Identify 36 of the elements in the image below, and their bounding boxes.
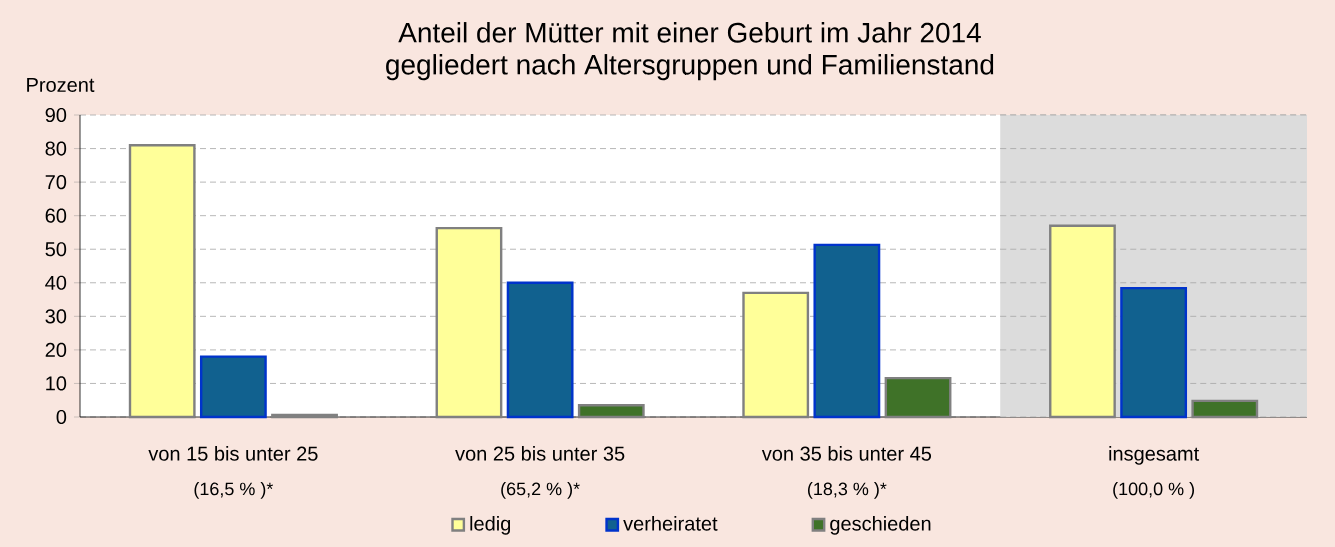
bar [128,144,196,419]
y-tick-label: 20 [45,342,67,357]
legend-label: geschieden [830,516,931,535]
bar [742,291,810,419]
x-tick-label: von 15 bis unter 25 [148,446,318,461]
y-tick-label: 40 [45,275,67,290]
bar [577,404,645,419]
legend-label: ledig [470,516,511,535]
text: (16,5 % )* [194,482,274,499]
y-tick-label: 90 [45,107,67,123]
x-tick-label: von 25 bis unter 35 [455,446,625,461]
y-tick-label: 30 [45,309,67,324]
y-axis-title: Prozent [27,77,95,92]
bar [271,413,338,419]
bar [884,376,952,419]
bar [1049,224,1116,419]
bar [199,355,267,419]
x-tick-label: insgesamt [1109,446,1200,465]
y-tick-label: 70 [45,175,67,190]
bar [435,226,503,419]
y-tick-label: 10 [46,376,67,391]
chart-subtitle: gegliedert nach Altersgruppen und Familienstand [386,54,994,81]
y-tick-label: 60 [45,208,67,223]
text: (100,0 % ) [1113,482,1195,499]
bar [1120,286,1188,419]
y-tick-label: 80 [45,141,67,156]
chart-title: Anteil der Mütter mit einer Geburt im Jahr 2014 [398,22,981,43]
x-tick-label: von 35 bis unter 45 [761,446,932,461]
y-tick-label: 0 [56,409,67,425]
bar [813,243,881,419]
bar [1191,399,1259,419]
legend-label: verheiratet [623,516,718,531]
bar [506,281,574,419]
y-tick-label: 50 [45,242,67,257]
text: (18,3 % )* [807,482,887,499]
text: (65,2 % )* [501,482,580,499]
